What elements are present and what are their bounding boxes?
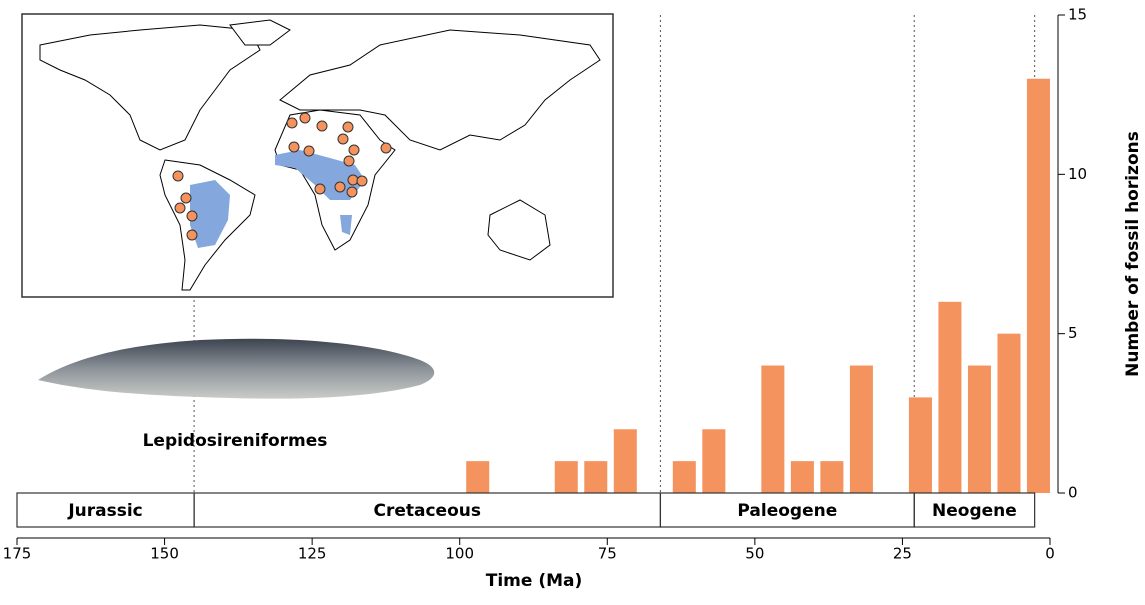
bar (968, 366, 991, 493)
x-tick-label: 25 (893, 545, 912, 563)
x-axis-label: Time (Ma) (486, 571, 583, 591)
bar (673, 461, 696, 493)
bar (466, 461, 489, 493)
locality (175, 203, 185, 213)
locality (304, 146, 314, 156)
locality (381, 143, 391, 153)
x-tick-label: 125 (298, 545, 327, 563)
locality (181, 193, 191, 203)
locality (173, 171, 183, 181)
x-tick-label: 175 (3, 545, 32, 563)
locality (338, 134, 348, 144)
bar (909, 397, 932, 493)
locality (315, 184, 325, 194)
locality (300, 113, 310, 123)
y-axis-label: Number of fossil horizons (1123, 131, 1143, 377)
y-tick-label: 15 (1068, 6, 1087, 24)
period-label: Jurassic (67, 501, 142, 521)
locality (287, 118, 297, 128)
x-tick-label: 75 (598, 545, 617, 563)
bar (555, 461, 578, 493)
locality (347, 187, 357, 197)
locality (349, 145, 359, 155)
fish-image (38, 339, 434, 399)
bar (938, 302, 961, 493)
x-tick-label: 150 (150, 545, 179, 563)
x-tick-label: 100 (445, 545, 474, 563)
locality (343, 122, 353, 132)
period-label: Cretaceous (373, 501, 481, 521)
y-tick-label: 5 (1068, 324, 1078, 342)
bar (614, 429, 637, 493)
bar (820, 461, 843, 493)
bar (702, 429, 725, 493)
locality (289, 142, 299, 152)
x-tick-label: 0 (1045, 545, 1055, 563)
bar (761, 366, 784, 493)
annotation: Lepidosireniformes (143, 431, 328, 451)
locality (335, 182, 345, 192)
bar (1027, 79, 1050, 493)
locality (187, 230, 197, 240)
period-label: Neogene (932, 501, 1017, 521)
map-inset (22, 14, 613, 297)
y-tick-label: 10 (1068, 165, 1087, 183)
y-tick-label: 0 (1068, 484, 1078, 502)
bar (850, 366, 873, 493)
bar (584, 461, 607, 493)
bar (997, 334, 1020, 493)
locality (317, 121, 327, 131)
locality (344, 156, 354, 166)
locality (187, 211, 197, 221)
locality (348, 175, 358, 185)
locality (357, 176, 367, 186)
chart: Lepidosireniformes Time (Ma) Number of f… (0, 0, 1145, 601)
period-label: Paleogene (737, 501, 837, 521)
x-tick-label: 50 (745, 545, 764, 563)
bar (791, 461, 814, 493)
